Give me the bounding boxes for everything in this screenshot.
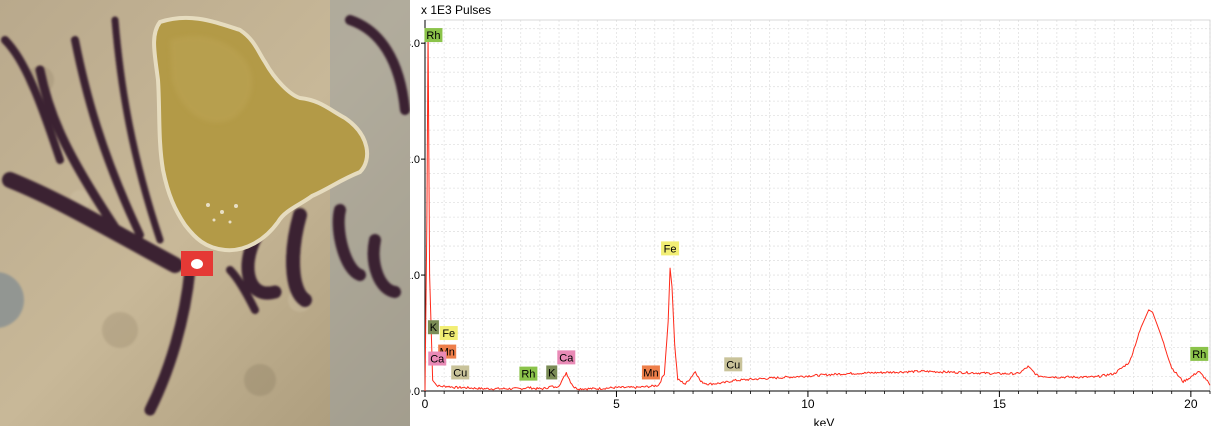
element-label-text: Fe bbox=[664, 243, 677, 255]
element-label-box bbox=[724, 357, 743, 372]
y-tick-label: 2.0 bbox=[410, 154, 420, 166]
element-label: Rh bbox=[519, 366, 538, 381]
series-group bbox=[424, 31, 1211, 392]
element-label-text: Cu bbox=[726, 359, 740, 371]
element-label: Fe bbox=[439, 326, 458, 341]
x-axis-label: keV bbox=[814, 416, 835, 426]
sample-photo bbox=[0, 0, 410, 426]
element-label-text: Fe bbox=[442, 328, 455, 340]
sample-photo-image bbox=[0, 0, 410, 426]
element-label-box bbox=[519, 366, 538, 381]
element-label-box bbox=[451, 365, 470, 380]
element-label-box bbox=[661, 241, 680, 256]
x-tick-label: 15 bbox=[993, 397, 1007, 411]
spectrum-svg: 0 5 10 15 20 0.0 1.0 2.0 3.0 x 1E3 Pulses keV Rh… bbox=[405, 0, 1225, 430]
element-label-box bbox=[557, 350, 576, 365]
element-label-box bbox=[424, 28, 443, 43]
x-tick-label: 10 bbox=[801, 397, 815, 411]
element-label: Rh bbox=[1190, 346, 1209, 361]
element-label-box bbox=[546, 365, 558, 380]
element-label-text: Ca bbox=[430, 354, 445, 366]
x-tick-label: 5 bbox=[613, 397, 620, 411]
ink-strokes bbox=[1, 15, 410, 416]
element-label-text: Mn bbox=[643, 367, 658, 379]
spectrum-line bbox=[424, 31, 1211, 392]
element-label: Cu bbox=[451, 365, 470, 380]
element-label-box bbox=[439, 326, 458, 341]
element-label-text: K bbox=[548, 367, 556, 379]
probe-shadow bbox=[0, 272, 24, 328]
element-label: Rh bbox=[424, 28, 443, 43]
element-label-text: Rh bbox=[426, 30, 440, 42]
grid bbox=[424, 19, 1211, 392]
y-unit-label: x 1E3 Pulses bbox=[421, 3, 491, 17]
element-label-box bbox=[427, 320, 439, 335]
xrf-spectrum-chart: 0 5 10 15 20 0.0 1.0 2.0 3.0 x 1E3 Pulses keV Rh… bbox=[405, 0, 1225, 430]
y-tick-label: 3.0 bbox=[410, 38, 420, 50]
x-tick-label: 20 bbox=[1184, 397, 1198, 411]
element-label-box bbox=[1190, 346, 1209, 361]
abrasion-specks bbox=[206, 203, 238, 224]
element-label-box bbox=[641, 365, 660, 380]
element-label: Cu bbox=[724, 357, 743, 372]
element-label-text: Ca bbox=[559, 352, 574, 364]
element-label: Ca bbox=[428, 351, 447, 366]
x-tick-label: 0 bbox=[422, 397, 429, 411]
element-label-text: K bbox=[430, 322, 438, 334]
abrasion-highlight bbox=[170, 36, 253, 123]
measurement-spot bbox=[191, 259, 203, 269]
element-label: K bbox=[427, 320, 439, 335]
element-label: Ca bbox=[557, 350, 576, 365]
element-label-text: Rh bbox=[521, 369, 535, 381]
chart-background bbox=[410, 0, 1225, 426]
y-tick-label: 0.0 bbox=[410, 386, 420, 398]
y-tick-label: 1.0 bbox=[410, 270, 420, 282]
element-label-box bbox=[428, 351, 447, 366]
element-label: K bbox=[546, 365, 558, 380]
element-label-text: Cu bbox=[453, 367, 467, 379]
element-label: Fe bbox=[661, 241, 680, 256]
element-label: Mn bbox=[641, 365, 660, 380]
element-label-text: Rh bbox=[1192, 349, 1206, 361]
